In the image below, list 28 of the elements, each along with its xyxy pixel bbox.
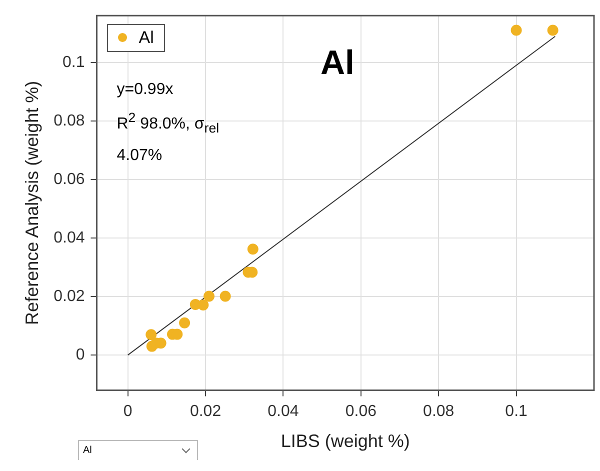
x-tick-label: 0.1 <box>505 403 528 420</box>
annotation: R$^{2}$ 98.0%, σ$_{rel}$ <box>116 108 220 138</box>
point <box>198 300 209 311</box>
annotation: 4.07% <box>116 146 164 166</box>
x-tick-label: 0.06 <box>345 403 377 420</box>
y-tick-label: 0.08 <box>54 112 85 130</box>
y-tick-label: 0.1 <box>62 54 85 71</box>
y-tick-label: 0.02 <box>54 288 85 305</box>
x-axis-title: LIBS (weight %) <box>280 431 410 452</box>
y-tick-label: 0 <box>76 346 85 364</box>
x-tick-label: 0.04 <box>268 403 299 420</box>
point <box>510 24 522 36</box>
x-tick-label: 0 <box>123 403 132 420</box>
y-tick-label: 0.04 <box>54 229 85 246</box>
annotation: y=0.99x <box>116 80 174 100</box>
legend-label: Al <box>138 28 154 48</box>
x-tick-label: 0.08 <box>423 403 454 420</box>
point <box>220 290 231 302</box>
text: Al <box>320 44 354 83</box>
point <box>247 244 258 255</box>
point <box>547 24 558 36</box>
dropdown-field: Al <box>78 440 198 460</box>
x-tick-label: 0.02 <box>190 403 222 420</box>
point <box>179 317 190 328</box>
y-axis-title: Reference Analysis (weight %) <box>22 80 42 325</box>
y-tick-label: 0.06 <box>54 170 85 188</box>
point <box>146 329 157 340</box>
point <box>204 290 215 302</box>
